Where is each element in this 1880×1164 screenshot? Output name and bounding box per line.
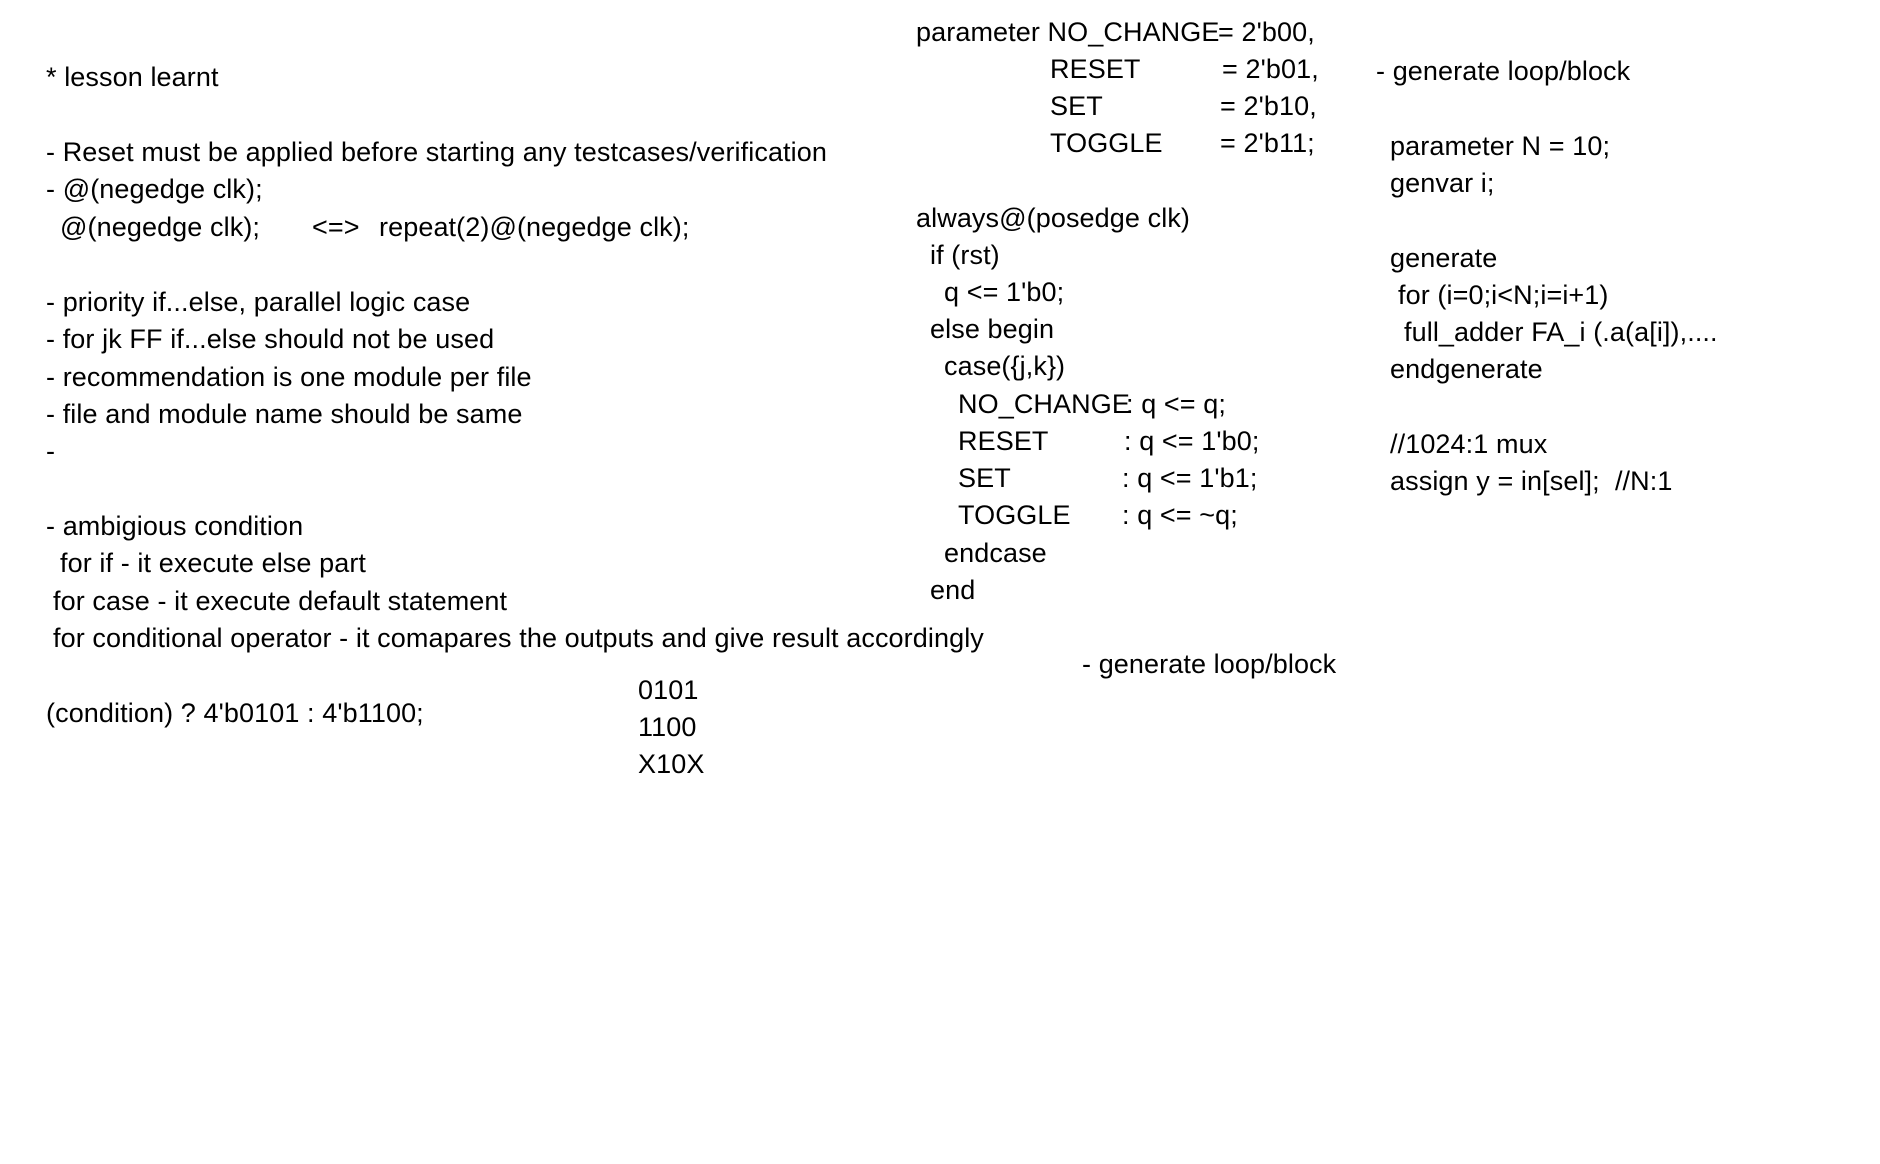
code-for-loop: for (i=0;i<N;i=i+1) <box>1398 280 1609 310</box>
note-negedge-2: @(negedge clk); <box>60 212 261 242</box>
case-set: SET <box>958 463 1011 493</box>
note-value-2: 1100 <box>638 712 697 742</box>
note-cond-expr: (condition) ? 4'b0101 : 4'b1100; <box>46 698 424 728</box>
param-toggle: TOGGLE <box>1050 128 1163 158</box>
param-no-change: parameter NO_CHANGE <box>916 17 1220 47</box>
case-no-change: NO_CHANGE <box>958 389 1130 419</box>
note-repeat: repeat(2)@(negedge clk); <box>379 212 690 242</box>
note-value-3: X10X <box>638 749 705 779</box>
code-generate: generate <box>1390 243 1498 273</box>
note-reset: - Reset must be applied before starting … <box>46 137 827 167</box>
note-for-cond: for conditional operator - it comapares … <box>53 623 984 653</box>
param-reset: RESET <box>1050 54 1141 84</box>
code-endgenerate: endgenerate <box>1390 354 1543 384</box>
generate-note-middle: - generate loop/block <box>1082 649 1337 679</box>
lesson-heading: * lesson learnt <box>46 62 219 92</box>
note-ambiguous: - ambigious condition <box>46 511 304 541</box>
code-if-rst: if (rst) <box>930 240 1000 270</box>
code-case: case({j,k}) <box>944 351 1066 381</box>
case-reset: RESET <box>958 426 1049 456</box>
note-dash: - <box>46 436 56 466</box>
code-end: end <box>930 575 976 605</box>
generate-heading: - generate loop/block <box>1376 56 1631 86</box>
code-else-begin: else begin <box>930 314 1055 344</box>
code-param-n: parameter N = 10; <box>1390 131 1611 161</box>
note-for-case: for case - it execute default statement <box>53 586 508 616</box>
case-set-value: : q <= 1'b1; <box>1122 463 1258 493</box>
code-always: always@(posedge clk) <box>916 203 1191 233</box>
case-toggle-value: : q <= ~q; <box>1122 500 1238 530</box>
code-full-adder: full_adder FA_i (.a(a[i]),.... <box>1404 317 1718 347</box>
note-priority: - priority if...else, parallel logic cas… <box>46 287 471 317</box>
code-q-reset: q <= 1'b0; <box>944 277 1065 307</box>
param-toggle-value: = 2'b11; <box>1220 128 1315 158</box>
note-equiv: <=> <box>312 212 360 242</box>
note-value-1: 0101 <box>638 675 699 705</box>
case-toggle: TOGGLE <box>958 500 1071 530</box>
param-no-change-value: = 2'b00, <box>1218 17 1315 47</box>
case-reset-value: : q <= 1'b0; <box>1124 426 1260 456</box>
note-negedge-1: - @(negedge clk); <box>46 174 263 204</box>
note-jkff: - for jk FF if...else should not be used <box>46 324 495 354</box>
param-set: SET <box>1050 91 1103 121</box>
note-module-per-file: - recommendation is one module per file <box>46 362 532 392</box>
code-genvar: genvar i; <box>1390 168 1495 198</box>
code-mux-comment: //1024:1 mux <box>1390 429 1548 459</box>
code-assign: assign y = in[sel]; //N:1 <box>1390 466 1673 496</box>
note-for-if: for if - it execute else part <box>60 548 367 578</box>
param-reset-value: = 2'b01, <box>1222 54 1319 84</box>
note-file-module-name: - file and module name should be same <box>46 399 523 429</box>
code-endcase: endcase <box>944 538 1047 568</box>
case-no-change-value: : q <= q; <box>1126 389 1226 419</box>
param-set-value: = 2'b10, <box>1220 91 1317 121</box>
